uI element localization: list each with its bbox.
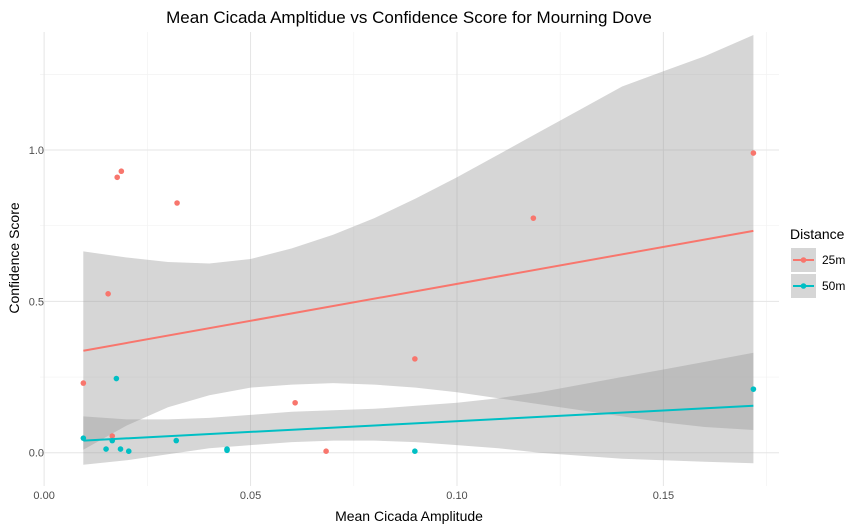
point-50m [80, 435, 87, 441]
y-tick-label: 0.5 [29, 296, 44, 308]
legend-keys: 25m 50m [791, 248, 845, 298]
fit-line-25m [83, 229, 754, 352]
confidence-ribbons [83, 35, 754, 465]
y-axis-title: Confidence Score [6, 202, 22, 314]
x-tick-label: 0.05 [240, 490, 261, 502]
legend-title: Distance [790, 226, 845, 242]
x-axis-ticks: 0.00 0.05 0.10 0.15 [33, 490, 674, 502]
y-axis-ticks: 0.0 0.5 1.0 [29, 145, 44, 460]
legend-label: 50m [822, 279, 845, 293]
point-25m [323, 448, 329, 454]
point-50m [103, 446, 109, 452]
data-points [80, 150, 757, 454]
point-25m [109, 433, 116, 439]
point-50m [412, 448, 418, 454]
ribbon-25m [83, 35, 754, 450]
point-50m [113, 375, 120, 382]
y-tick-label: 0.0 [29, 448, 44, 460]
point-50m [224, 447, 230, 454]
legend-key-point [800, 283, 807, 289]
point-25m [412, 356, 418, 362]
chart-title: Mean Cicada Ampltidue vs Confidence Scor… [166, 8, 652, 27]
point-25m [750, 150, 757, 156]
point-25m [292, 399, 298, 406]
point-25m [530, 215, 537, 221]
point-25m [118, 168, 125, 175]
legend-label: 25m [822, 253, 845, 267]
fit-line-50m [83, 404, 754, 442]
fit-lines [83, 229, 754, 442]
point-25m [174, 200, 180, 206]
point-50m [750, 386, 757, 392]
y-tick-label: 1.0 [29, 145, 44, 157]
x-tick-label: 0.15 [653, 490, 674, 502]
legend-key-point [800, 257, 807, 263]
point-50m [117, 446, 124, 452]
point-25m [105, 291, 111, 297]
x-tick-label: 0.00 [33, 490, 54, 502]
point-25m [80, 380, 87, 386]
legend: Distance 25m 50m [790, 226, 845, 298]
point-50m [109, 437, 116, 444]
point-50m [125, 448, 132, 454]
x-axis-title: Mean Cicada Amplitude [335, 508, 483, 524]
point-50m [173, 437, 180, 444]
point-25m [114, 174, 121, 181]
ribbon-50m [83, 352, 754, 465]
x-tick-label: 0.10 [446, 490, 467, 502]
